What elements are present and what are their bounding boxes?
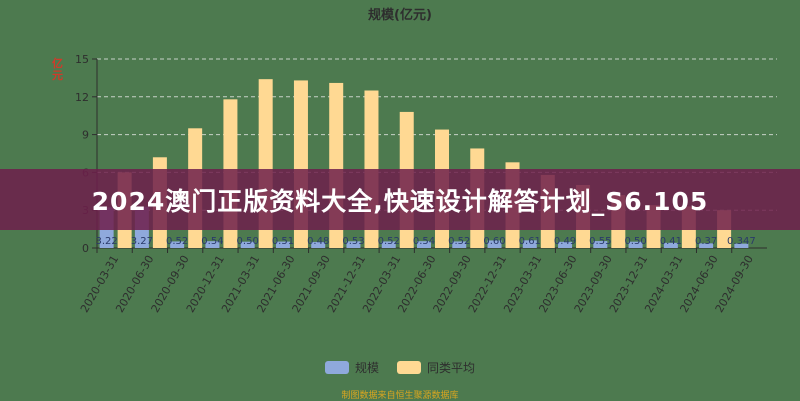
chart-title: 规模(亿元) (368, 8, 432, 23)
bar-scale (699, 243, 714, 248)
source-note: 制图数据来自恒生聚源数据库 (341, 391, 459, 401)
data-label: 0.52 (378, 236, 400, 247)
data-label: 0.60 (483, 236, 505, 247)
data-label: 0.48 (307, 236, 329, 247)
data-label: 0.54 (201, 236, 223, 247)
y-tick-label: 0 (82, 242, 89, 255)
bar-scale (275, 241, 290, 248)
legend-label: 规模 (354, 361, 379, 375)
y-tick-label: 12 (75, 91, 89, 104)
legend-label: 同类平均 (427, 361, 476, 375)
y-axis-label: 亿元 (52, 57, 63, 82)
bar-scale (205, 241, 220, 248)
bar-scale (346, 241, 361, 248)
legend-swatch (324, 361, 349, 374)
bar-scale (381, 241, 396, 248)
data-label: 0.37 (695, 236, 717, 247)
bar-scale (663, 242, 678, 248)
data-label: 0.52 (448, 236, 470, 247)
legend-swatch (397, 361, 421, 374)
data-label: 0.49 (554, 236, 576, 247)
y-tick-label: 15 (75, 53, 89, 66)
data-label: 0.55 (589, 236, 611, 247)
bar-scale (734, 243, 749, 248)
bar-scale (487, 240, 502, 248)
data-label: 0.61 (519, 236, 541, 247)
bar-scale (522, 240, 537, 248)
bar-scale (240, 241, 255, 248)
bar-scale (417, 241, 431, 248)
x-tick-label: 2024-09-30 (713, 253, 756, 315)
bar-scale (628, 241, 643, 248)
data-label: 0.41 (660, 236, 682, 247)
data-label: 0.51 (272, 236, 294, 247)
banner-text: 2024澳门正版资料大全,快速设计解答计划_S6.105 (91, 186, 709, 216)
bar-scale (170, 241, 185, 248)
data-label: 3.22 (95, 236, 117, 247)
legend-item-scale[interactable]: 规模 (324, 359, 379, 376)
legend-item-average[interactable]: 同类平均 (397, 359, 475, 376)
data-label: 0.347 (727, 236, 756, 247)
legend: 规模 同类平均 (0, 359, 800, 376)
bar-scale (593, 241, 608, 248)
data-label: 0.52 (166, 236, 188, 247)
bar-scale (452, 241, 467, 248)
data-label: 0.54 (413, 236, 435, 247)
bar-scale (558, 241, 573, 248)
data-label: 0.50 (624, 236, 646, 247)
overlay-banner: 2024澳门正版资料大全,快速设计解答计划_S6.105 (0, 169, 800, 230)
data-label: 0.50 (237, 236, 259, 247)
data-label: 0.53 (342, 236, 364, 247)
bar-scale (311, 241, 326, 248)
y-tick-label: 9 (82, 129, 89, 142)
data-label: 3.27 (131, 236, 153, 247)
